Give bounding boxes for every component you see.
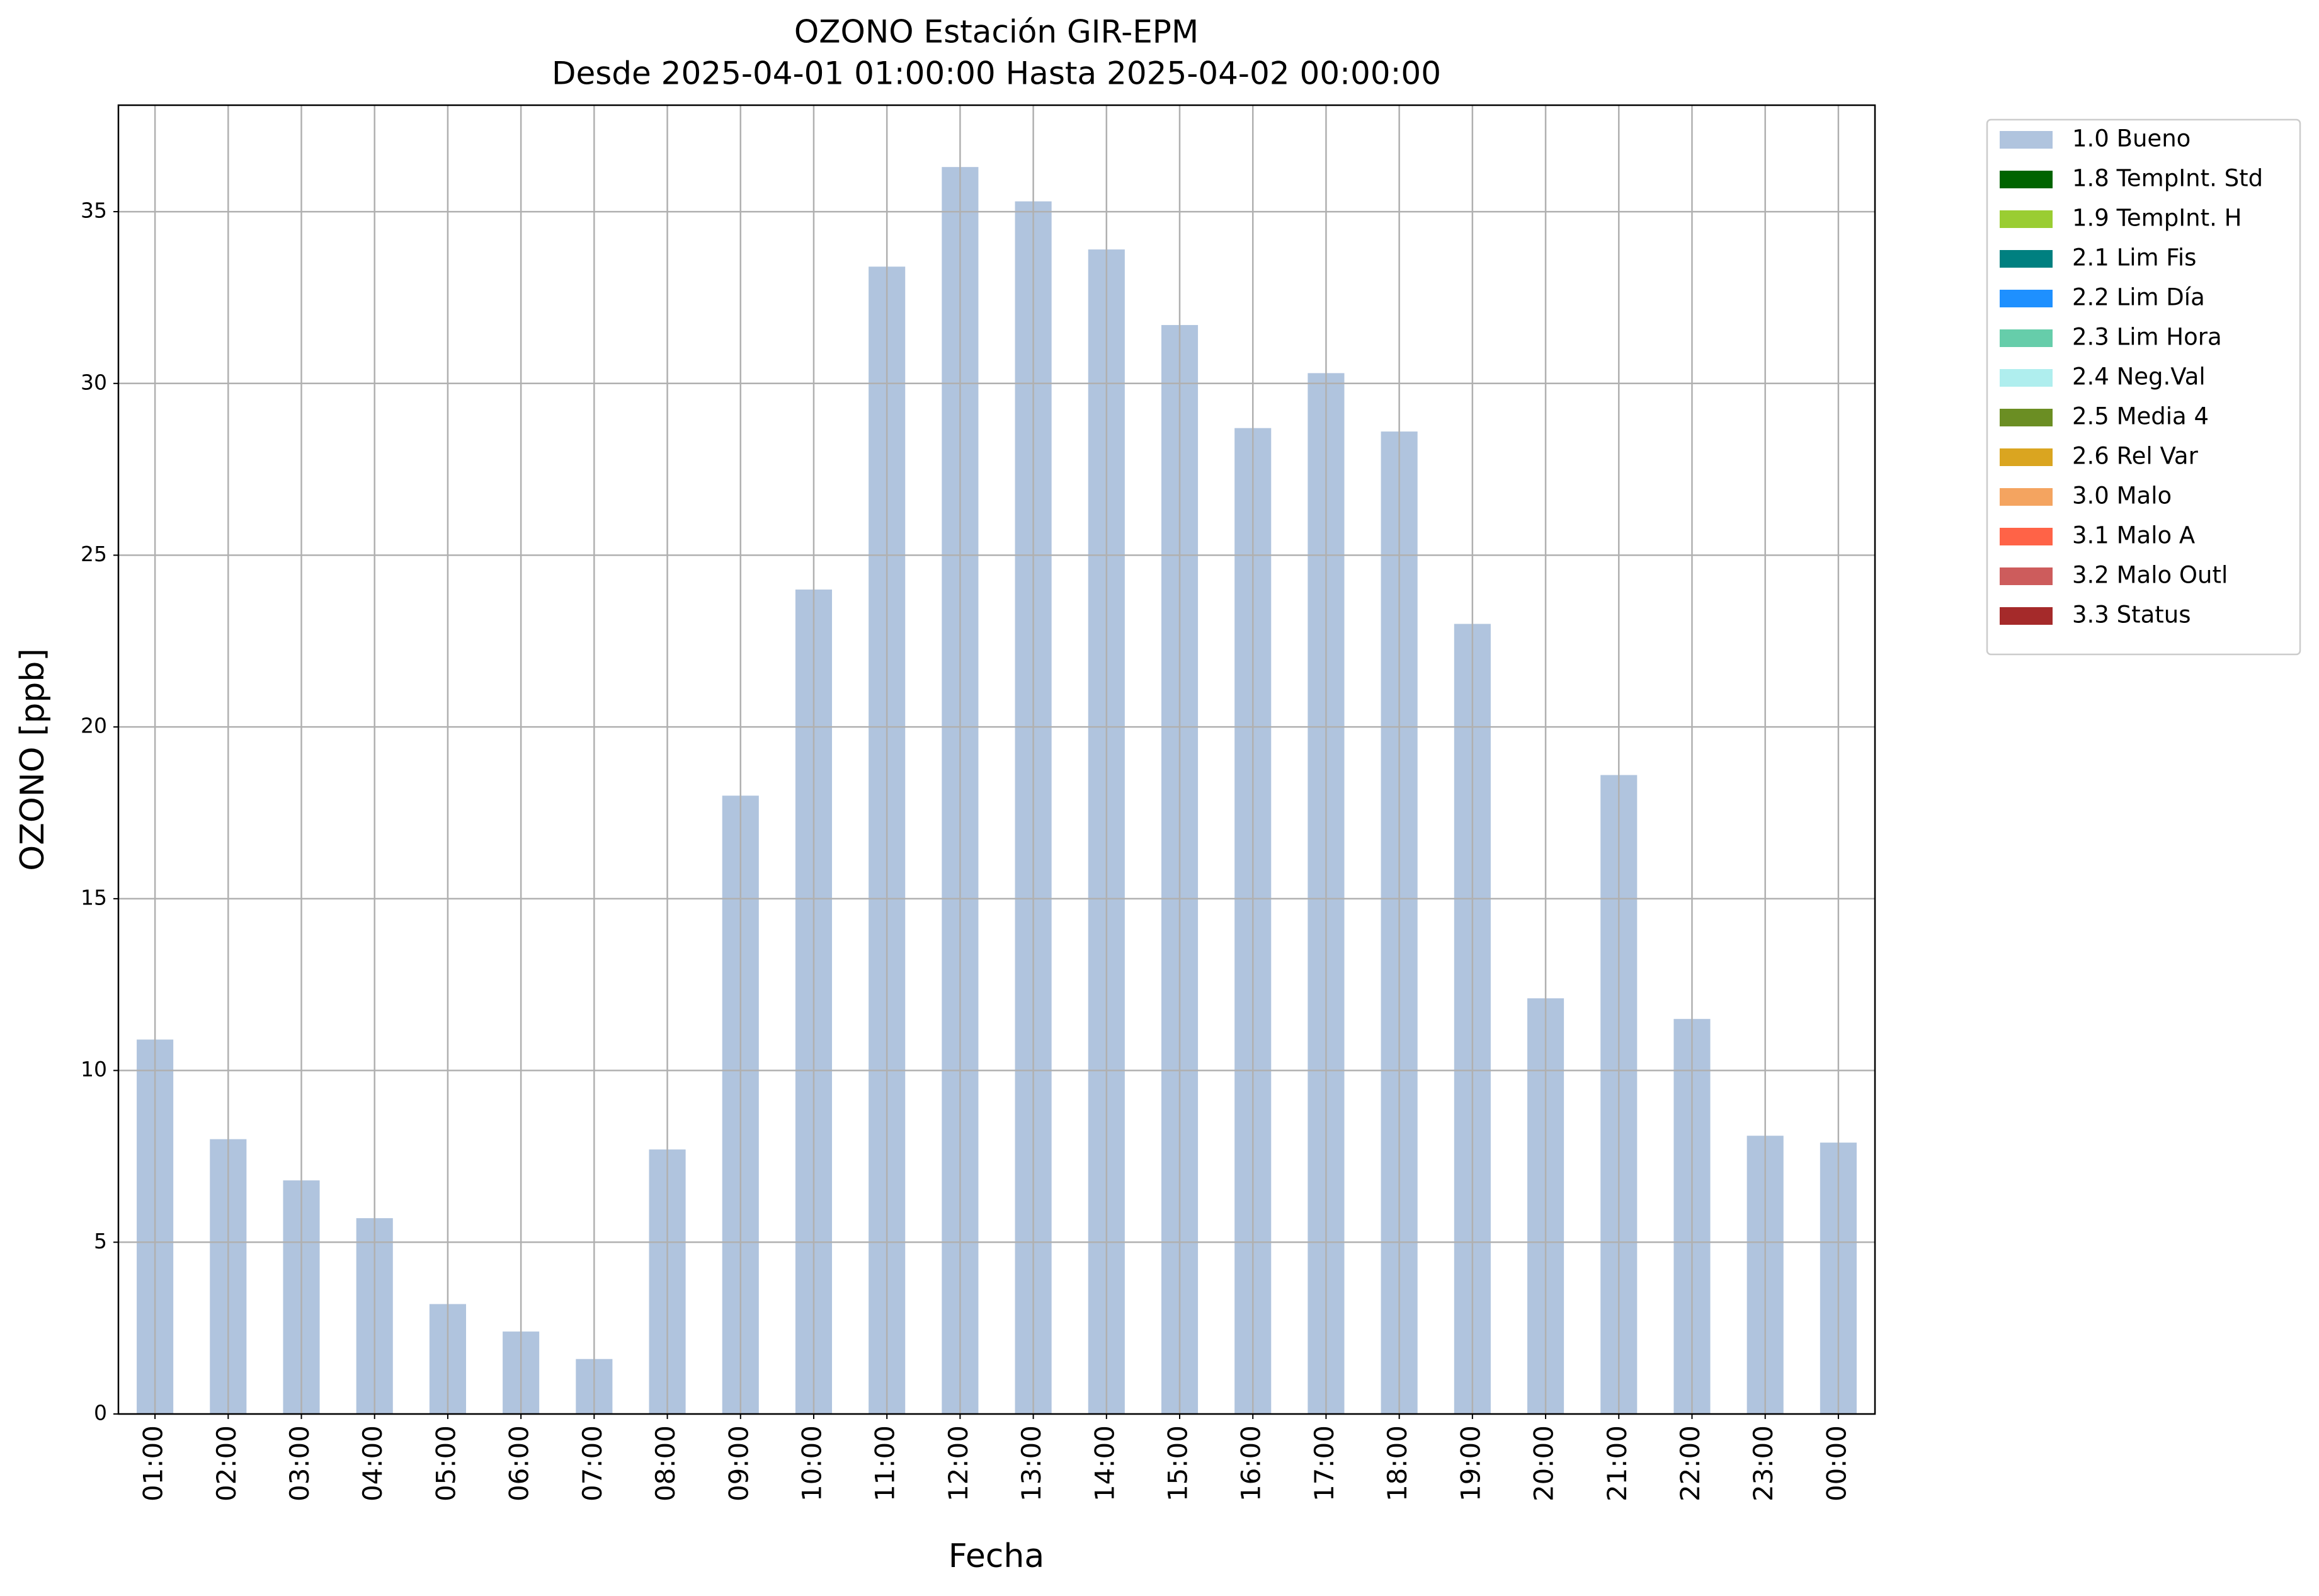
x-tick-label: 05:00 (430, 1425, 461, 1502)
x-tick-label: 09:00 (723, 1425, 754, 1502)
legend-swatch (2000, 409, 2053, 426)
legend-label: 2.2 Lim Día (2072, 284, 2205, 311)
x-tick-label: 21:00 (1602, 1425, 1632, 1502)
y-tick-label: 0 (94, 1401, 107, 1425)
plot-frame (117, 104, 1876, 1415)
x-tick-label: 11:00 (870, 1425, 901, 1502)
y-tick-label: 25 (81, 542, 107, 566)
legend-label: 2.3 Lim Hora (2072, 324, 2222, 351)
x-tick-label: 13:00 (1016, 1425, 1047, 1502)
legend-label: 2.5 Media 4 (2072, 403, 2209, 430)
legend-swatch (2000, 448, 2053, 466)
legend-box (1986, 118, 2301, 656)
legend-label: 3.2 Malo Outl (2072, 562, 2228, 589)
x-tick-label: 02:00 (211, 1425, 242, 1502)
legend-label: 2.4 Neg.Val (2072, 363, 2206, 390)
x-tick-label: 22:00 (1675, 1425, 1706, 1502)
legend-swatch (2000, 210, 2053, 228)
x-axis-label: Fecha (949, 1537, 1044, 1575)
y-tick-label: 20 (81, 714, 107, 738)
x-tick-label: 06:00 (504, 1425, 535, 1502)
x-tick-label: 10:00 (796, 1425, 827, 1502)
y-axis-label: OZONO [ppb] (14, 648, 52, 870)
legend-swatch (2000, 131, 2053, 149)
x-tick-label: 20:00 (1529, 1425, 1559, 1502)
x-tick-label: 15:00 (1163, 1425, 1194, 1502)
x-tick-label: 03:00 (284, 1425, 315, 1502)
x-tick-label: 23:00 (1748, 1425, 1779, 1502)
legend-swatch (2000, 250, 2053, 268)
x-tick-label: 04:00 (357, 1425, 388, 1502)
chart-title: OZONO Estación GIR-EPM (794, 14, 1199, 50)
x-tick-label: 19:00 (1455, 1425, 1486, 1502)
y-tick-label: 10 (81, 1057, 107, 1081)
x-tick-label: 01:00 (138, 1425, 169, 1502)
legend-label: 2.1 Lim Fis (2072, 244, 2196, 271)
legend-label: 3.1 Malo A (2072, 522, 2195, 549)
legend-label: 2.6 Rel Var (2072, 443, 2199, 470)
legend-label: 1.0 Bueno (2072, 125, 2191, 152)
legend-swatch (2000, 607, 2053, 625)
legend-label: 3.3 Status (2072, 601, 2191, 629)
x-tick-label: 00:00 (1821, 1425, 1852, 1502)
legend-swatch (2000, 329, 2053, 347)
legend-label: 1.8 TempInt. Std (2072, 165, 2263, 192)
y-tick-label: 30 (81, 370, 107, 394)
chart-subtitle: Desde 2025-04-01 01:00:00 Hasta 2025-04-… (552, 55, 1441, 92)
legend-label: 3.0 Malo (2072, 482, 2172, 510)
x-tick-label: 07:00 (577, 1425, 608, 1502)
y-tick-label: 15 (81, 885, 107, 909)
y-tick-label: 35 (81, 198, 107, 223)
x-tick-label: 08:00 (650, 1425, 681, 1502)
x-tick-label: 18:00 (1382, 1425, 1413, 1502)
legend-swatch (2000, 567, 2053, 585)
legend-swatch (2000, 488, 2053, 506)
x-tick-label: 12:00 (943, 1425, 974, 1502)
x-tick-label: 16:00 (1236, 1425, 1267, 1502)
legend-label: 1.9 TempInt. H (2072, 205, 2242, 232)
legend-swatch (2000, 171, 2053, 188)
y-tick-label: 5 (94, 1229, 107, 1253)
x-tick-label: 14:00 (1089, 1425, 1120, 1502)
legend-swatch (2000, 528, 2053, 545)
legend-swatch (2000, 290, 2053, 307)
x-tick-label: 17:00 (1309, 1425, 1340, 1502)
legend-swatch (2000, 369, 2053, 387)
